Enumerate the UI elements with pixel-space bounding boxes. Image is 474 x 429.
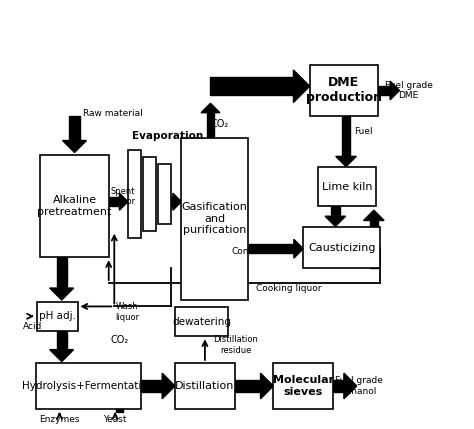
Text: Cooking liquor: Cooking liquor: [255, 284, 321, 293]
Polygon shape: [294, 239, 303, 258]
Bar: [36, 363, 141, 409]
Polygon shape: [50, 288, 73, 300]
Polygon shape: [173, 193, 182, 210]
Bar: [303, 227, 380, 268]
Polygon shape: [261, 373, 273, 399]
Text: Hydrolysis+Fermentation: Hydrolysis+Fermentation: [22, 381, 155, 391]
Bar: [235, 381, 261, 392]
Bar: [40, 154, 109, 257]
Bar: [248, 245, 294, 253]
Bar: [207, 113, 214, 137]
Text: Molecular
sieves: Molecular sieves: [273, 375, 334, 397]
Polygon shape: [110, 364, 129, 374]
Text: Acid: Acid: [23, 322, 43, 331]
Polygon shape: [119, 193, 128, 210]
Text: Lime kiln: Lime kiln: [322, 182, 373, 192]
Bar: [331, 206, 340, 216]
Polygon shape: [63, 141, 86, 152]
Bar: [342, 116, 350, 156]
Bar: [56, 257, 67, 288]
Text: Yeast: Yeast: [103, 415, 127, 424]
Polygon shape: [201, 103, 220, 113]
Polygon shape: [336, 156, 356, 166]
Text: Spent
liquor: Spent liquor: [111, 187, 136, 206]
Text: Raw material: Raw material: [83, 109, 143, 118]
Text: DME
production: DME production: [306, 76, 382, 105]
Bar: [109, 197, 119, 206]
Bar: [378, 86, 390, 95]
Bar: [273, 363, 333, 409]
Polygon shape: [325, 216, 346, 227]
Bar: [210, 77, 293, 95]
Text: Fuel grade
Ethanol: Fuel grade Ethanol: [335, 376, 383, 396]
Polygon shape: [50, 350, 73, 362]
Text: Alkaline
pretreatment: Alkaline pretreatment: [37, 195, 112, 217]
Text: Wash
liquor: Wash liquor: [115, 302, 139, 322]
Polygon shape: [293, 70, 310, 103]
Polygon shape: [364, 210, 384, 221]
Text: Causticizing: Causticizing: [308, 243, 375, 253]
Text: Fuel grade
DME: Fuel grade DME: [384, 81, 432, 100]
Bar: [69, 116, 80, 141]
Bar: [143, 157, 156, 231]
Text: Fuel: Fuel: [355, 127, 373, 136]
Text: Gasification
and
purification: Gasification and purification: [182, 202, 247, 236]
Bar: [370, 221, 378, 268]
Polygon shape: [344, 373, 357, 399]
Bar: [141, 381, 162, 392]
Text: CO₂: CO₂: [110, 335, 128, 345]
Bar: [128, 150, 141, 238]
Bar: [182, 138, 248, 300]
Text: pH adj.: pH adj.: [39, 311, 76, 321]
Text: Condensates: Condensates: [231, 248, 290, 257]
Bar: [158, 164, 171, 224]
Bar: [116, 374, 123, 412]
Bar: [37, 302, 78, 331]
Bar: [56, 331, 67, 350]
Bar: [175, 363, 235, 409]
Text: Evaporation: Evaporation: [132, 131, 203, 141]
Text: Distillation
residue: Distillation residue: [213, 335, 258, 355]
Text: CO₂: CO₂: [210, 119, 229, 129]
Text: Enzymes: Enzymes: [39, 415, 80, 424]
Bar: [171, 197, 173, 206]
Bar: [175, 307, 228, 336]
Polygon shape: [390, 81, 400, 100]
Bar: [333, 381, 344, 392]
Polygon shape: [162, 373, 175, 399]
Bar: [310, 65, 378, 116]
Bar: [318, 167, 376, 206]
Text: Distillation: Distillation: [175, 381, 235, 391]
Text: dewatering: dewatering: [172, 317, 231, 327]
